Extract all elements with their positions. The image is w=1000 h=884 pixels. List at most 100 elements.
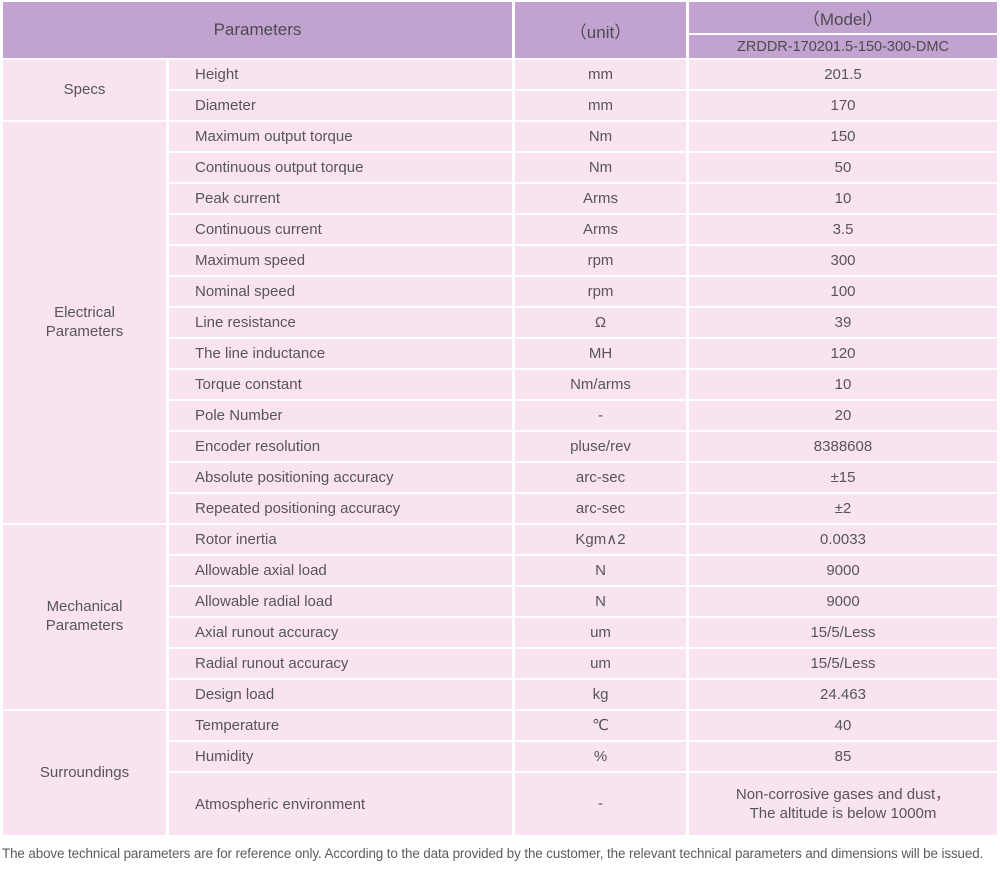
header-unit: （unit） bbox=[515, 2, 686, 58]
param-cell: Temperature bbox=[169, 711, 512, 740]
value-cell: 39 bbox=[689, 308, 997, 337]
value-cell: 20 bbox=[689, 401, 997, 430]
value-cell: 10 bbox=[689, 184, 997, 213]
table-row: Peak current Arms 10 bbox=[3, 184, 997, 213]
table-row: Torque constant Nm/arms 10 bbox=[3, 370, 997, 399]
table-row: Pole Number -20 bbox=[3, 401, 997, 430]
param-cell: Diameter bbox=[169, 91, 512, 120]
table-header: Parameters （unit） （Model） ZRDDR-170201.5… bbox=[3, 2, 997, 58]
unit-cell: um bbox=[515, 618, 686, 647]
table-row: Humidity% 85 bbox=[3, 742, 997, 771]
value-cell: Non-corrosive gases and dust， The altitu… bbox=[689, 773, 997, 835]
unit-cell: Nm bbox=[515, 122, 686, 151]
table-row: The line inductance MH 120 bbox=[3, 339, 997, 368]
table-row: Continuous current Arms 3.5 bbox=[3, 215, 997, 244]
table-row: Repeated positioning accuracy arc-sec ±2 bbox=[3, 494, 997, 523]
unit-cell: Arms bbox=[515, 184, 686, 213]
value-cell: 15/5/Less bbox=[689, 649, 997, 678]
table-row: Allowable axial load N 9000 bbox=[3, 556, 997, 585]
value-cell: 300 bbox=[689, 246, 997, 275]
section-label: Electrical Parameters bbox=[3, 122, 166, 523]
unit-cell: mm bbox=[515, 60, 686, 89]
value-cell: 3.5 bbox=[689, 215, 997, 244]
table-row: Radial runout accuracy um 15/5/Less bbox=[3, 649, 997, 678]
footnote: The above technical parameters are for r… bbox=[2, 846, 984, 861]
param-cell: Humidity bbox=[169, 742, 512, 771]
table-row: Line resistance Ω 39 bbox=[3, 308, 997, 337]
param-cell: Repeated positioning accuracy bbox=[169, 494, 512, 523]
unit-cell: Nm/arms bbox=[515, 370, 686, 399]
unit-cell: MH bbox=[515, 339, 686, 368]
table-row: Absolute positioning accuracy arc-sec ±15 bbox=[3, 463, 997, 492]
header-parameters: Parameters bbox=[3, 2, 512, 58]
value-cell: 150 bbox=[689, 122, 997, 151]
table-row: Mechanical Parameters Rotor inertia Kgm∧2 0… bbox=[3, 525, 997, 709]
unit-cell: ℃ bbox=[515, 711, 686, 740]
value-cell: 15/5/Less bbox=[689, 618, 997, 647]
unit-cell: Arms bbox=[515, 215, 686, 244]
section-label: Specs bbox=[3, 60, 166, 120]
value-cell: 170 bbox=[689, 91, 997, 120]
section-label: Surroundings bbox=[3, 711, 166, 835]
param-cell: Allowable radial load bbox=[169, 587, 512, 616]
header-model-code: ZRDDR-170201.5-150-300-DMC bbox=[689, 35, 997, 58]
header-row-2: ZRDDR-170201.5-150-300-DMC bbox=[3, 35, 997, 58]
header-model: （Model） bbox=[689, 2, 997, 33]
table-row: Specs Height mm 201.5 bbox=[3, 60, 997, 120]
param-cell: Continuous output torque bbox=[169, 153, 512, 182]
unit-cell: Kgm∧2 bbox=[515, 525, 686, 554]
table-body: Specs Height mm 201.5 Diameter mm 170 Electrica… bbox=[3, 60, 997, 835]
param-cell: Radial runout accuracy bbox=[169, 649, 512, 678]
unit-cell: rpm bbox=[515, 277, 686, 306]
table-row: Continuous output torque Nm 50 bbox=[3, 153, 997, 182]
param-cell: Height bbox=[169, 60, 512, 89]
param-cell: Maximum speed bbox=[169, 246, 512, 275]
unit-cell: Ω bbox=[515, 308, 686, 337]
param-cell: Axial runout accuracy bbox=[169, 618, 512, 647]
unit-cell: - bbox=[515, 773, 686, 835]
param-cell: Atmospheric environment bbox=[169, 773, 512, 835]
param-cell: Pole Number bbox=[169, 401, 512, 430]
param-cell: Absolute positioning accuracy bbox=[169, 463, 512, 492]
section-label: Mechanical Parameters bbox=[3, 525, 166, 709]
unit-cell: arc-sec bbox=[515, 463, 686, 492]
header-row-1: Parameters （unit） （Model） bbox=[3, 2, 997, 58]
table-row: Nominal speed rpm 100 bbox=[3, 277, 997, 306]
value-cell: 0.0033 bbox=[689, 525, 997, 554]
unit-cell: arc-sec bbox=[515, 494, 686, 523]
table-row: Allowable radial load N 9000 bbox=[3, 587, 997, 616]
table-row: Axial runout accuracy um 15/5/Less bbox=[3, 618, 997, 647]
value-cell: 8388608 bbox=[689, 432, 997, 461]
table-row: Maximum speed rpm 300 bbox=[3, 246, 997, 275]
value-cell: ±2 bbox=[689, 494, 997, 523]
value-cell: 9000 bbox=[689, 556, 997, 585]
value-cell: 85 bbox=[689, 742, 997, 771]
unit-cell: - bbox=[515, 401, 686, 430]
value-cell: 120 bbox=[689, 339, 997, 368]
param-cell: Line resistance bbox=[169, 308, 512, 337]
table-row: Diameter mm 170 bbox=[3, 91, 997, 120]
unit-cell: pluse/rev bbox=[515, 432, 686, 461]
value-cell: ±15 bbox=[689, 463, 997, 492]
param-cell: Continuous current bbox=[169, 215, 512, 244]
unit-cell: rpm bbox=[515, 246, 686, 275]
table-row: Electrical Parameters Maximum output torq… bbox=[3, 122, 997, 523]
param-cell: Allowable axial load bbox=[169, 556, 512, 585]
table-row: Atmospheric environment - Non-corrosive ga… bbox=[3, 773, 997, 835]
param-cell: The line inductance bbox=[169, 339, 512, 368]
unit-cell: N bbox=[515, 556, 686, 585]
unit-cell: kg bbox=[515, 680, 686, 709]
value-cell: 24.463 bbox=[689, 680, 997, 709]
unit-cell: Nm bbox=[515, 153, 686, 182]
param-cell: Torque constant bbox=[169, 370, 512, 399]
param-cell: Maximum output torque bbox=[169, 122, 512, 151]
param-cell: Peak current bbox=[169, 184, 512, 213]
unit-cell: N bbox=[515, 587, 686, 616]
value-cell: 50 bbox=[689, 153, 997, 182]
unit-cell: % bbox=[515, 742, 686, 771]
table-row: Encoder resolution pluse/rev 8388608 bbox=[3, 432, 997, 461]
value-cell: 100 bbox=[689, 277, 997, 306]
param-cell: Nominal speed bbox=[169, 277, 512, 306]
table-row: Design load kg 24.463 bbox=[3, 680, 997, 709]
